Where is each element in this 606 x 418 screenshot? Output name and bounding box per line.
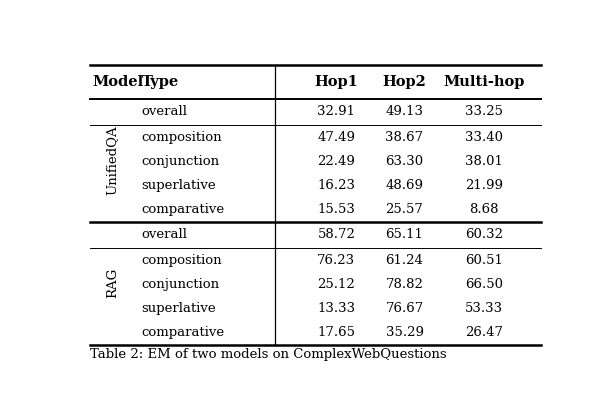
- Text: 76.23: 76.23: [318, 254, 356, 267]
- Text: 13.33: 13.33: [318, 302, 356, 315]
- Text: 53.33: 53.33: [465, 302, 504, 315]
- Text: overall: overall: [142, 105, 187, 118]
- Text: conjunction: conjunction: [142, 278, 219, 291]
- Text: composition: composition: [142, 254, 222, 267]
- Text: comparative: comparative: [142, 326, 225, 339]
- Text: 61.24: 61.24: [385, 254, 424, 267]
- Text: RAG: RAG: [106, 268, 119, 298]
- Text: Type: Type: [142, 74, 179, 89]
- Text: composition: composition: [142, 130, 222, 143]
- Text: 38.67: 38.67: [385, 130, 424, 143]
- Text: 16.23: 16.23: [318, 179, 355, 192]
- Text: 35.29: 35.29: [385, 326, 424, 339]
- Text: Table 2: EM of two models on ComplexWebQuestions: Table 2: EM of two models on ComplexWebQ…: [90, 349, 447, 362]
- Text: 49.13: 49.13: [385, 105, 424, 118]
- Text: 60.32: 60.32: [465, 228, 504, 241]
- Text: UnifiedQA: UnifiedQA: [106, 125, 119, 195]
- Text: 33.40: 33.40: [465, 130, 504, 143]
- Text: Model: Model: [92, 74, 144, 89]
- Text: 66.50: 66.50: [465, 278, 504, 291]
- Text: 8.68: 8.68: [470, 203, 499, 216]
- Text: 47.49: 47.49: [318, 130, 355, 143]
- Text: Multi-hop: Multi-hop: [444, 74, 525, 89]
- Text: superlative: superlative: [142, 302, 216, 315]
- Text: 58.72: 58.72: [318, 228, 355, 241]
- Text: overall: overall: [142, 228, 187, 241]
- Text: 48.69: 48.69: [385, 179, 424, 192]
- Text: 78.82: 78.82: [385, 278, 424, 291]
- Text: 21.99: 21.99: [465, 179, 504, 192]
- Text: 25.12: 25.12: [318, 278, 355, 291]
- Text: 63.30: 63.30: [385, 155, 424, 168]
- Text: 22.49: 22.49: [318, 155, 355, 168]
- Text: comparative: comparative: [142, 203, 225, 216]
- Text: Hop1: Hop1: [315, 74, 358, 89]
- Text: 17.65: 17.65: [318, 326, 355, 339]
- Text: 38.01: 38.01: [465, 155, 503, 168]
- Text: conjunction: conjunction: [142, 155, 219, 168]
- Text: 32.91: 32.91: [318, 105, 355, 118]
- Text: superlative: superlative: [142, 179, 216, 192]
- Text: 33.25: 33.25: [465, 105, 504, 118]
- Text: 65.11: 65.11: [385, 228, 424, 241]
- Text: 60.51: 60.51: [465, 254, 503, 267]
- Text: 15.53: 15.53: [318, 203, 355, 216]
- Text: 76.67: 76.67: [385, 302, 424, 315]
- Text: 25.57: 25.57: [385, 203, 424, 216]
- Text: 26.47: 26.47: [465, 326, 504, 339]
- Text: Hop2: Hop2: [382, 74, 427, 89]
